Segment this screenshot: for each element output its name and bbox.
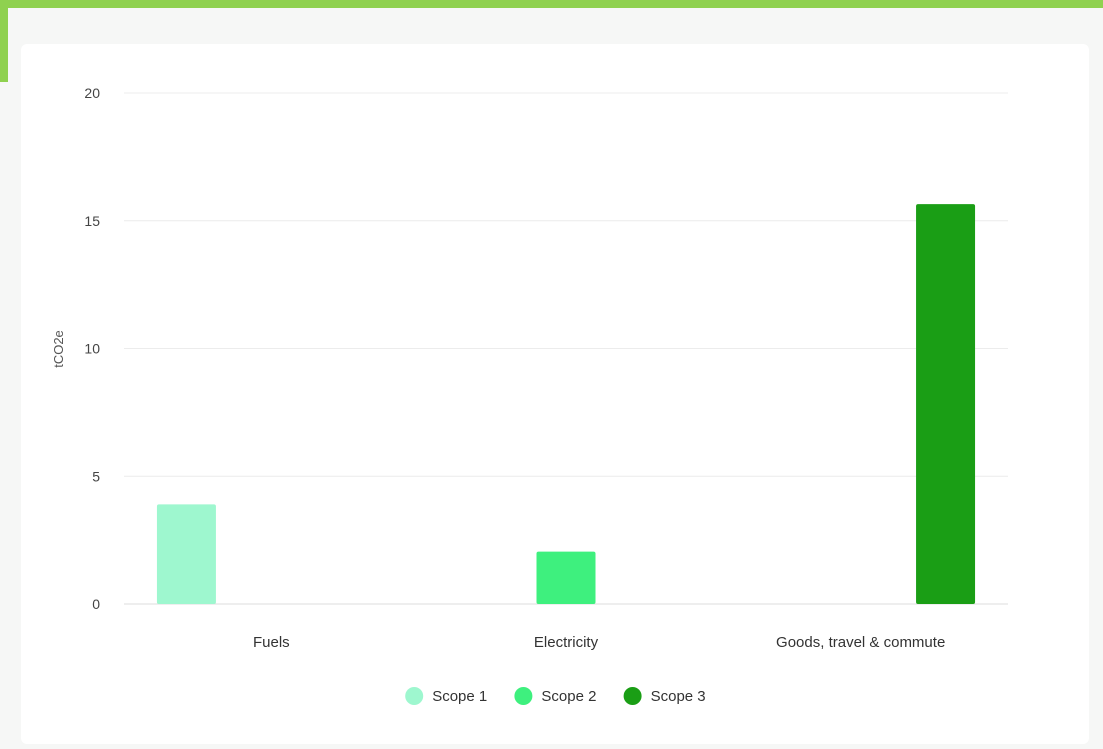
x-axis-ticks: Fuels Electricity Goods, travel & commute (253, 634, 945, 651)
y-tick-label: 10 (84, 341, 100, 357)
bar-scope-3[interactable] (916, 204, 976, 604)
bars (156, 204, 976, 604)
y-tick-label: 0 (92, 596, 100, 612)
top-accent-bar (0, 0, 1103, 8)
bar-scope-1[interactable] (156, 504, 216, 604)
left-accent-bar (0, 0, 8, 82)
legend-swatch (623, 687, 642, 705)
legend[interactable]: Scope 1 Scope 2 Scope 3 (405, 687, 706, 705)
x-tick-label: Fuels (253, 634, 290, 651)
x-tick-label: Goods, travel & commute (776, 634, 945, 651)
y-tick-label: 15 (84, 213, 100, 229)
gridlines (124, 92, 1008, 605)
legend-swatch (514, 687, 533, 705)
y-axis-ticks: 0 5 10 15 20 (84, 85, 100, 612)
chart-card: 0 5 10 15 20 tCO2e Fuels Electricity Goods, tr… (21, 44, 1089, 744)
legend-swatch (405, 687, 424, 705)
y-axis-label: tCO2e (51, 330, 66, 368)
bar-scope-2[interactable] (536, 551, 596, 604)
emissions-bar-chart: 0 5 10 15 20 tCO2e Fuels Electricity Goods, tr… (51, 85, 1008, 705)
y-tick-label: 20 (84, 85, 100, 101)
y-tick-label: 5 (92, 468, 100, 484)
legend-label: Scope 3 (651, 688, 706, 705)
legend-item-scope-2[interactable]: Scope 2 (514, 687, 596, 705)
legend-label: Scope 1 (432, 688, 487, 705)
legend-label: Scope 2 (541, 688, 596, 705)
legend-item-scope-3[interactable]: Scope 3 (623, 687, 706, 705)
x-tick-label: Electricity (534, 634, 599, 651)
legend-item-scope-1[interactable]: Scope 1 (405, 687, 487, 705)
